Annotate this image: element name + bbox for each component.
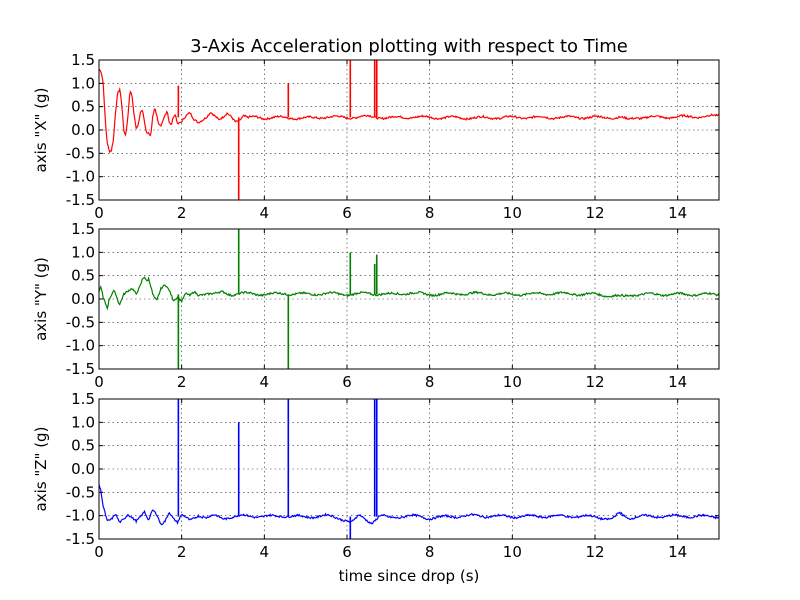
x-tick-label: 4 bbox=[260, 373, 270, 391]
y-tick-label: -0.5 bbox=[66, 144, 95, 162]
grid-lines bbox=[99, 60, 719, 200]
x-tick-label: 12 bbox=[585, 204, 604, 222]
x-tick-label: 12 bbox=[585, 543, 604, 561]
x-tick-label: 4 bbox=[260, 543, 270, 561]
grid-lines bbox=[99, 399, 719, 539]
x-tick-label: 12 bbox=[585, 373, 604, 391]
y-tick-label: 0.0 bbox=[71, 460, 95, 478]
x-tick-label: 6 bbox=[342, 543, 352, 561]
x-tick-label: 6 bbox=[342, 373, 352, 391]
panel-2: 0 2 4 6 8 10 12 14 -1.5 -1.0 -0.5 0.0 0.5 1.0 1.5 axis … bbox=[32, 220, 720, 391]
y-tick-label: 0.0 bbox=[71, 290, 95, 308]
y-axis-label-1: axis "X" (g) bbox=[32, 88, 50, 173]
x-tick-label: 8 bbox=[425, 204, 435, 222]
y-axis-label-2: axis "Y" (g) bbox=[32, 257, 50, 341]
x-axis-label: time since drop (s) bbox=[339, 567, 480, 585]
series-line-2 bbox=[99, 276, 719, 311]
x-tick-label: 2 bbox=[177, 204, 187, 222]
y-tick-label: 0.5 bbox=[71, 98, 95, 116]
x-tick-label: 0 bbox=[94, 204, 104, 222]
y-tick-label: 1.0 bbox=[71, 74, 95, 92]
chart-title: 3-Axis Acceleration plotting with respec… bbox=[190, 36, 628, 57]
y-tick-label: 1.0 bbox=[71, 413, 95, 431]
x-tick-label: 10 bbox=[503, 373, 522, 391]
y-tick-label: -0.5 bbox=[66, 483, 95, 501]
x-tick-label: 0 bbox=[94, 373, 104, 391]
y-tick-label: 1.5 bbox=[71, 51, 95, 69]
x-tick-label: 14 bbox=[668, 373, 687, 391]
x-tick-label: 10 bbox=[503, 543, 522, 561]
y-tick-label: -1.5 bbox=[66, 530, 95, 548]
grid-lines bbox=[99, 229, 719, 369]
y-tick-label: -0.5 bbox=[66, 313, 95, 331]
x-tick-label: 6 bbox=[342, 204, 352, 222]
y-tick-label: -1.0 bbox=[66, 337, 95, 355]
y-tick-label: 1.0 bbox=[71, 243, 95, 261]
series-line-3 bbox=[99, 484, 719, 526]
panel-3: 0 2 4 6 8 10 12 14 -1.5 -1.0 -0.5 0.0 0.5 1.0 1.5 axis … bbox=[32, 390, 720, 561]
x-tick-label: 14 bbox=[668, 204, 687, 222]
series-line-1 bbox=[99, 68, 719, 154]
y-tick-label: -1.5 bbox=[66, 191, 95, 209]
x-tick-label: 10 bbox=[503, 204, 522, 222]
y-tick-label: -1.5 bbox=[66, 360, 95, 378]
y-tick-label: 0.5 bbox=[71, 437, 95, 455]
x-tick-label: 14 bbox=[668, 543, 687, 561]
x-tick-label: 8 bbox=[425, 543, 435, 561]
y-axis-label-3: axis "Z" (g) bbox=[32, 427, 50, 512]
y-tick-label: 1.5 bbox=[71, 220, 95, 238]
y-tick-label: -1.0 bbox=[66, 168, 95, 186]
chart-panels: 0 2 4 6 8 10 12 14 -1.5 -1.0 -0.5 0.0 0.5 1.0 1.5 axis … bbox=[32, 51, 720, 561]
x-tick-label: 2 bbox=[177, 373, 187, 391]
x-tick-label: 8 bbox=[425, 373, 435, 391]
x-tick-label: 0 bbox=[94, 543, 104, 561]
y-tick-label: 0.0 bbox=[71, 121, 95, 139]
panel-1: 0 2 4 6 8 10 12 14 -1.5 -1.0 -0.5 0.0 0.5 1.0 1.5 axis … bbox=[32, 51, 720, 222]
y-tick-label: -1.0 bbox=[66, 507, 95, 525]
x-tick-label: 4 bbox=[260, 204, 270, 222]
y-tick-label: 0.5 bbox=[71, 267, 95, 285]
x-tick-label: 2 bbox=[177, 543, 187, 561]
y-tick-label: 1.5 bbox=[71, 390, 95, 408]
